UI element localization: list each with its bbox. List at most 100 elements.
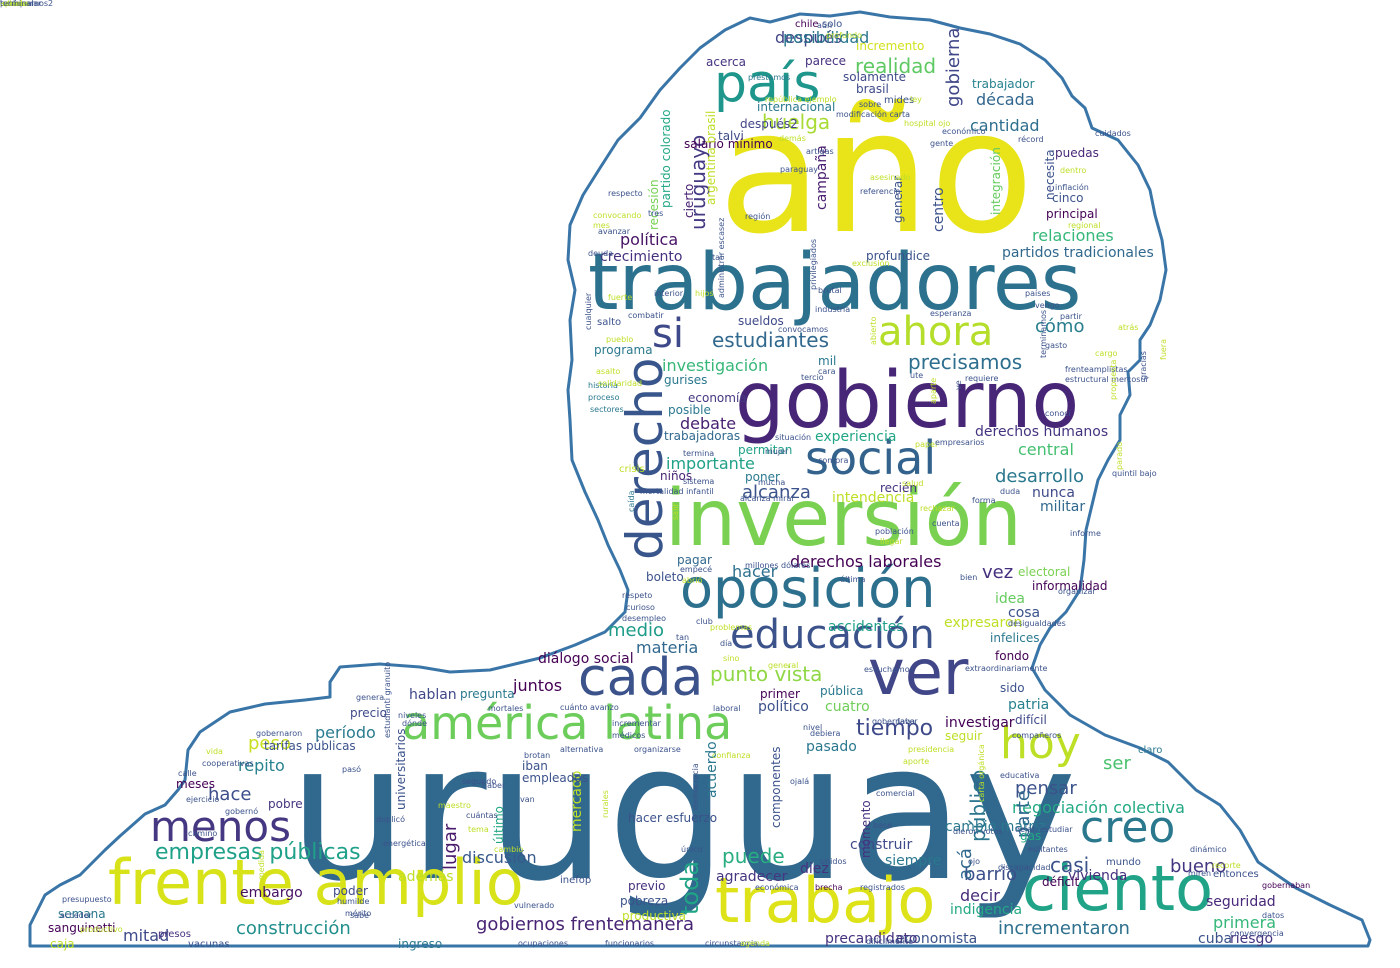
cloud-word: momento	[859, 800, 873, 858]
cloud-word: universitarios	[394, 728, 408, 810]
cloud-word: cuenta	[932, 519, 960, 528]
cloud-word: ser	[1103, 753, 1131, 774]
cloud-word: solidaridad	[598, 379, 643, 388]
cloud-word: convocamos	[778, 325, 829, 334]
cloud-word: ver	[868, 636, 969, 709]
cloud-word: comercial	[876, 789, 915, 798]
cloud-word: difícil	[1015, 713, 1047, 727]
cloud-word: trabajador	[972, 77, 1035, 91]
cloud-word: pasó	[342, 765, 362, 774]
cloud-word: llegar	[880, 537, 903, 546]
cloud-word: gobernaba	[872, 717, 916, 726]
cloud-word: aparte	[929, 377, 938, 404]
cloud-word: mitad	[123, 926, 170, 945]
cloud-word: artigas	[806, 147, 834, 156]
cloud-word: cuánto avanzo	[560, 703, 619, 712]
cloud-word: empecé	[680, 565, 713, 574]
cloud-word: conocí	[1045, 409, 1071, 418]
cloud-word: sino	[723, 654, 740, 663]
cloud-word: presidencia	[908, 745, 955, 754]
cloud-word: centro	[931, 187, 947, 232]
cloud-word: ocupaciones	[518, 939, 569, 948]
cloud-word: cierto	[682, 183, 696, 218]
cloud-word: brecha	[815, 883, 843, 892]
cloud-word: ingreso	[398, 937, 443, 951]
cloud-word: menos	[150, 802, 291, 851]
cloud-word: punto vista	[710, 662, 823, 686]
cloud-word: acceder	[60, 911, 92, 920]
cloud-word: recorte	[1212, 861, 1241, 870]
cloud-word: productiva	[622, 909, 686, 923]
cloud-word: chile	[795, 19, 819, 30]
cloud-word: nacional	[0, 0, 34, 8]
cloud-word: solo	[822, 19, 843, 30]
cloud-word: haber	[482, 781, 506, 790]
cloud-word: miren	[1188, 869, 1212, 878]
cloud-word: economista	[896, 931, 978, 947]
cloud-word: extraordinariamente	[965, 664, 1048, 673]
cloud-word: patria	[1008, 697, 1050, 713]
cloud-word: demás	[779, 134, 806, 143]
cloud-word: derechos humanos	[975, 424, 1109, 440]
cloud-word: cuatro	[825, 699, 870, 715]
cloud-word: déficit	[1042, 875, 1080, 889]
cloud-word: propuesta	[1109, 359, 1118, 400]
cloud-word: proceso	[588, 393, 620, 402]
cloud-word: respeto	[622, 591, 653, 600]
cloud-word: asalto	[596, 367, 621, 376]
cloud-word: millones dólares	[745, 561, 811, 570]
cloud-word: ciento	[1022, 852, 1213, 925]
cloud-word: sabe	[350, 911, 370, 920]
cloud-word: compra	[818, 456, 849, 465]
cloud-word: dejan estudiar	[1015, 825, 1073, 834]
cloud-word: económico	[942, 127, 986, 136]
cloud-word: cinco	[1052, 191, 1084, 205]
cloud-word: boleto	[646, 570, 684, 584]
cloud-word: inefop	[560, 875, 592, 886]
cloud-word: sectores	[590, 405, 624, 414]
cloud-word: gas	[1020, 829, 1042, 843]
cloud-word: segundo	[462, 777, 497, 786]
cloud-word: debiera	[810, 729, 841, 738]
cloud-word: salario mínimo	[684, 137, 773, 151]
cloud-word: expresaron	[944, 615, 1023, 631]
cloud-word: tercio	[801, 373, 824, 382]
cloud-word: componentes	[769, 746, 783, 828]
cloud-word: ve	[954, 380, 963, 390]
cloud-word: república ejemplo	[765, 95, 837, 104]
cloud-word: interior	[654, 289, 684, 298]
cloud-word: inversión	[665, 474, 1022, 564]
cloud-word: región	[745, 212, 771, 221]
cloud-word: gobierno	[735, 356, 1080, 446]
cloud-word: niños	[660, 469, 693, 483]
cloud-word: discapacidad	[998, 863, 1051, 872]
cloud-word: pagar	[677, 553, 712, 567]
cloud-word: embargo	[240, 885, 303, 901]
cloud-word: puedas	[1055, 146, 1099, 160]
cloud-word: creo	[1080, 802, 1176, 853]
cloud-word: medida	[257, 850, 266, 880]
cloud-word: regional	[1068, 221, 1101, 230]
cloud-word: hace	[208, 784, 252, 805]
cloud-word: pasado	[806, 739, 857, 755]
cloud-word: claro	[1138, 745, 1163, 756]
cloud-word: pobre	[268, 797, 303, 811]
cloud-word: médicos	[612, 731, 646, 740]
cloud-word: mérito	[345, 909, 372, 918]
cloud-word: precisamos	[908, 350, 1023, 374]
cloud-word: militantes	[1028, 845, 1068, 854]
cloud-word: exclusión	[852, 259, 890, 268]
cloud-word: pregunta	[460, 687, 515, 701]
cloud-word: mucha	[758, 478, 786, 487]
cloud-word: cuidados	[1095, 129, 1131, 138]
cloud-word: materia	[636, 638, 699, 657]
cloud-word: hijos	[695, 289, 714, 298]
cloud-word: decir	[960, 886, 1000, 905]
cloud-word: uruguay	[288, 702, 1077, 923]
cloud-word: estudianti granuito	[383, 661, 392, 738]
cloud-word: terminamos2	[0, 0, 54, 8]
cloud-word: juntos	[513, 676, 563, 695]
cloud-word: alternativa	[560, 745, 604, 754]
